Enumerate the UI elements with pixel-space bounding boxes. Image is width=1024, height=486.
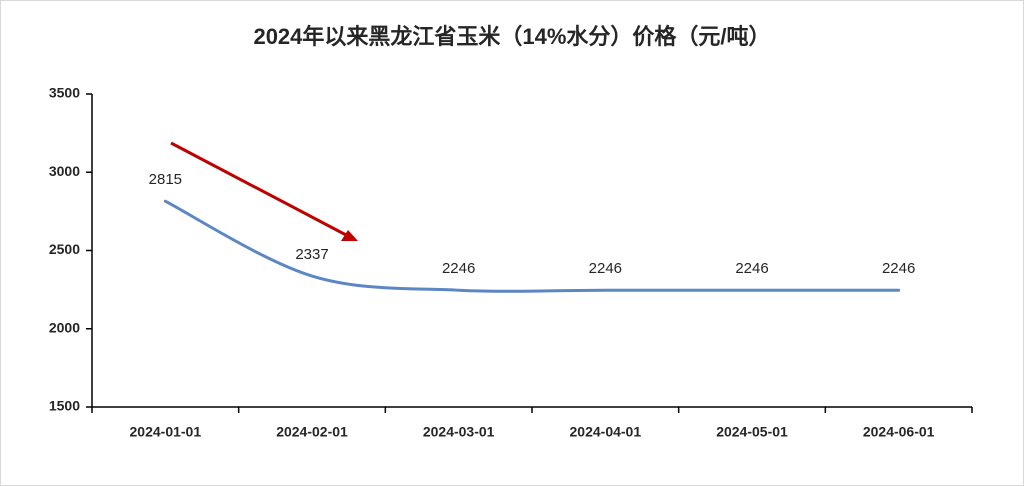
y-tick-label: 3000 xyxy=(49,163,80,179)
x-tick-label: 2024-06-01 xyxy=(863,424,935,440)
y-tick-label: 2000 xyxy=(49,319,80,335)
chart-title: 2024年以来黑龙江省玉米（14%水分）价格（元/吨） xyxy=(253,24,770,49)
data-label: 2246 xyxy=(735,260,768,277)
x-tick-label: 2024-03-01 xyxy=(423,424,495,440)
y-tick-label: 3500 xyxy=(49,85,80,101)
x-tick-label: 2024-02-01 xyxy=(276,424,348,440)
data-label: 2246 xyxy=(882,260,915,277)
x-tick-label: 2024-05-01 xyxy=(716,424,788,440)
data-label: 2815 xyxy=(149,171,182,188)
data-label: 2337 xyxy=(295,246,328,263)
data-label: 2246 xyxy=(442,260,475,277)
trend-arrow xyxy=(170,141,358,241)
x-tick-label: 2024-04-01 xyxy=(570,424,642,440)
x-tick-label: 2024-01-01 xyxy=(130,424,202,440)
data-label: 2246 xyxy=(589,260,622,277)
line xyxy=(163,199,901,293)
y-tick-label: 1500 xyxy=(49,398,80,414)
y-tick-label: 2500 xyxy=(49,241,80,257)
